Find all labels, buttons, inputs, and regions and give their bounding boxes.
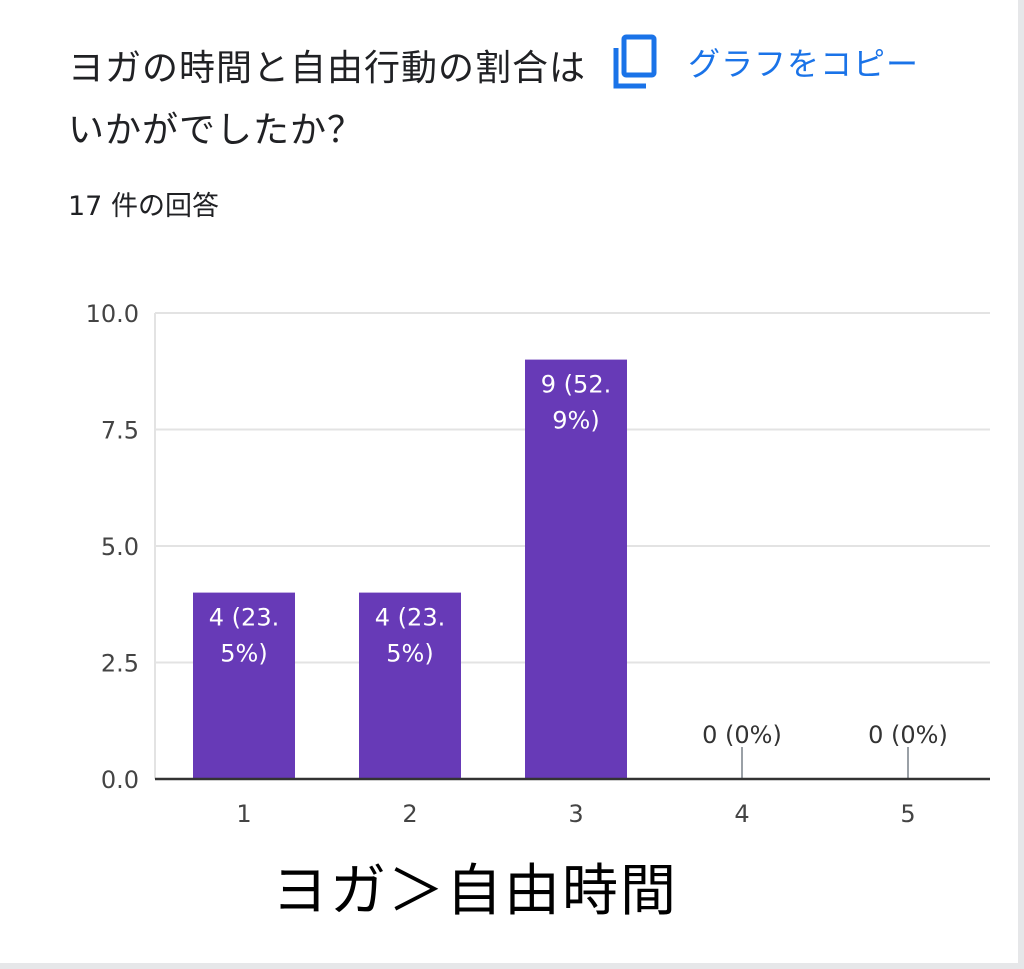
copy-icon <box>612 34 658 90</box>
bar-data-label: 9 (52. 9%) <box>541 371 611 435</box>
x-tick-label: 1 <box>236 800 251 828</box>
x-tick-label: 3 <box>568 800 583 828</box>
y-tick-label: 2.5 <box>101 650 139 678</box>
bar <box>193 592 295 779</box>
x-tick-label: 4 <box>734 800 749 828</box>
question-title: ヨガの時間と自由行動の割合はいかがでしたか？ <box>68 48 587 151</box>
response-count: 17 件の回答 <box>68 191 219 222</box>
bar <box>359 592 461 779</box>
bar-data-label: 0 (0%) <box>868 721 948 749</box>
copy-chart-button[interactable]: グラフをコピー <box>612 34 919 90</box>
y-tick-label: 0.0 <box>101 766 139 794</box>
x-tick-label: 2 <box>402 800 417 828</box>
chart-caption: ヨガ＞自由時間 <box>272 859 678 924</box>
copy-chart-label: グラフをコピー <box>688 45 920 83</box>
bar-data-label: 4 (23. 5%) <box>375 604 445 668</box>
y-tick-label: 7.5 <box>101 417 139 445</box>
x-tick-label: 5 <box>900 800 915 828</box>
bar-data-label: 4 (23. 5%) <box>209 604 279 668</box>
y-tick-label: 5.0 <box>101 533 139 561</box>
bar <box>525 359 627 779</box>
bar-chart: 0.0 2.5 5.0 7.5 10.0 4 (23. 5%) 1 4 (23. 5%) 2 9 (5… <box>86 300 990 828</box>
y-tick-label: 10.0 <box>86 300 139 328</box>
bar-data-label: 0 (0%) <box>702 721 782 749</box>
